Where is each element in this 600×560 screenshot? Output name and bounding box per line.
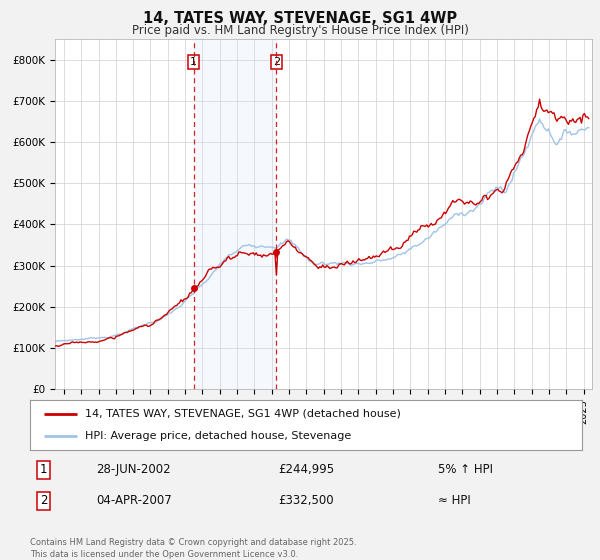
Text: 1: 1 xyxy=(40,464,47,477)
Text: Contains HM Land Registry data © Crown copyright and database right 2025.
This d: Contains HM Land Registry data © Crown c… xyxy=(30,538,356,559)
Bar xyxy=(194,39,276,389)
Text: £332,500: £332,500 xyxy=(278,494,334,507)
Text: 2: 2 xyxy=(272,57,280,67)
Text: 04-APR-2007: 04-APR-2007 xyxy=(96,494,172,507)
Text: 28-JUN-2002: 28-JUN-2002 xyxy=(96,464,171,477)
Text: 5% ↑ HPI: 5% ↑ HPI xyxy=(439,464,493,477)
Text: 14, TATES WAY, STEVENAGE, SG1 4WP: 14, TATES WAY, STEVENAGE, SG1 4WP xyxy=(143,11,457,26)
Text: £244,995: £244,995 xyxy=(278,464,335,477)
Text: HPI: Average price, detached house, Stevenage: HPI: Average price, detached house, Stev… xyxy=(85,431,352,441)
Text: Price paid vs. HM Land Registry's House Price Index (HPI): Price paid vs. HM Land Registry's House … xyxy=(131,24,469,36)
Text: 1: 1 xyxy=(190,57,197,67)
Text: 2: 2 xyxy=(40,494,47,507)
Text: 14, TATES WAY, STEVENAGE, SG1 4WP (detached house): 14, TATES WAY, STEVENAGE, SG1 4WP (detac… xyxy=(85,409,401,419)
Text: ≈ HPI: ≈ HPI xyxy=(439,494,471,507)
